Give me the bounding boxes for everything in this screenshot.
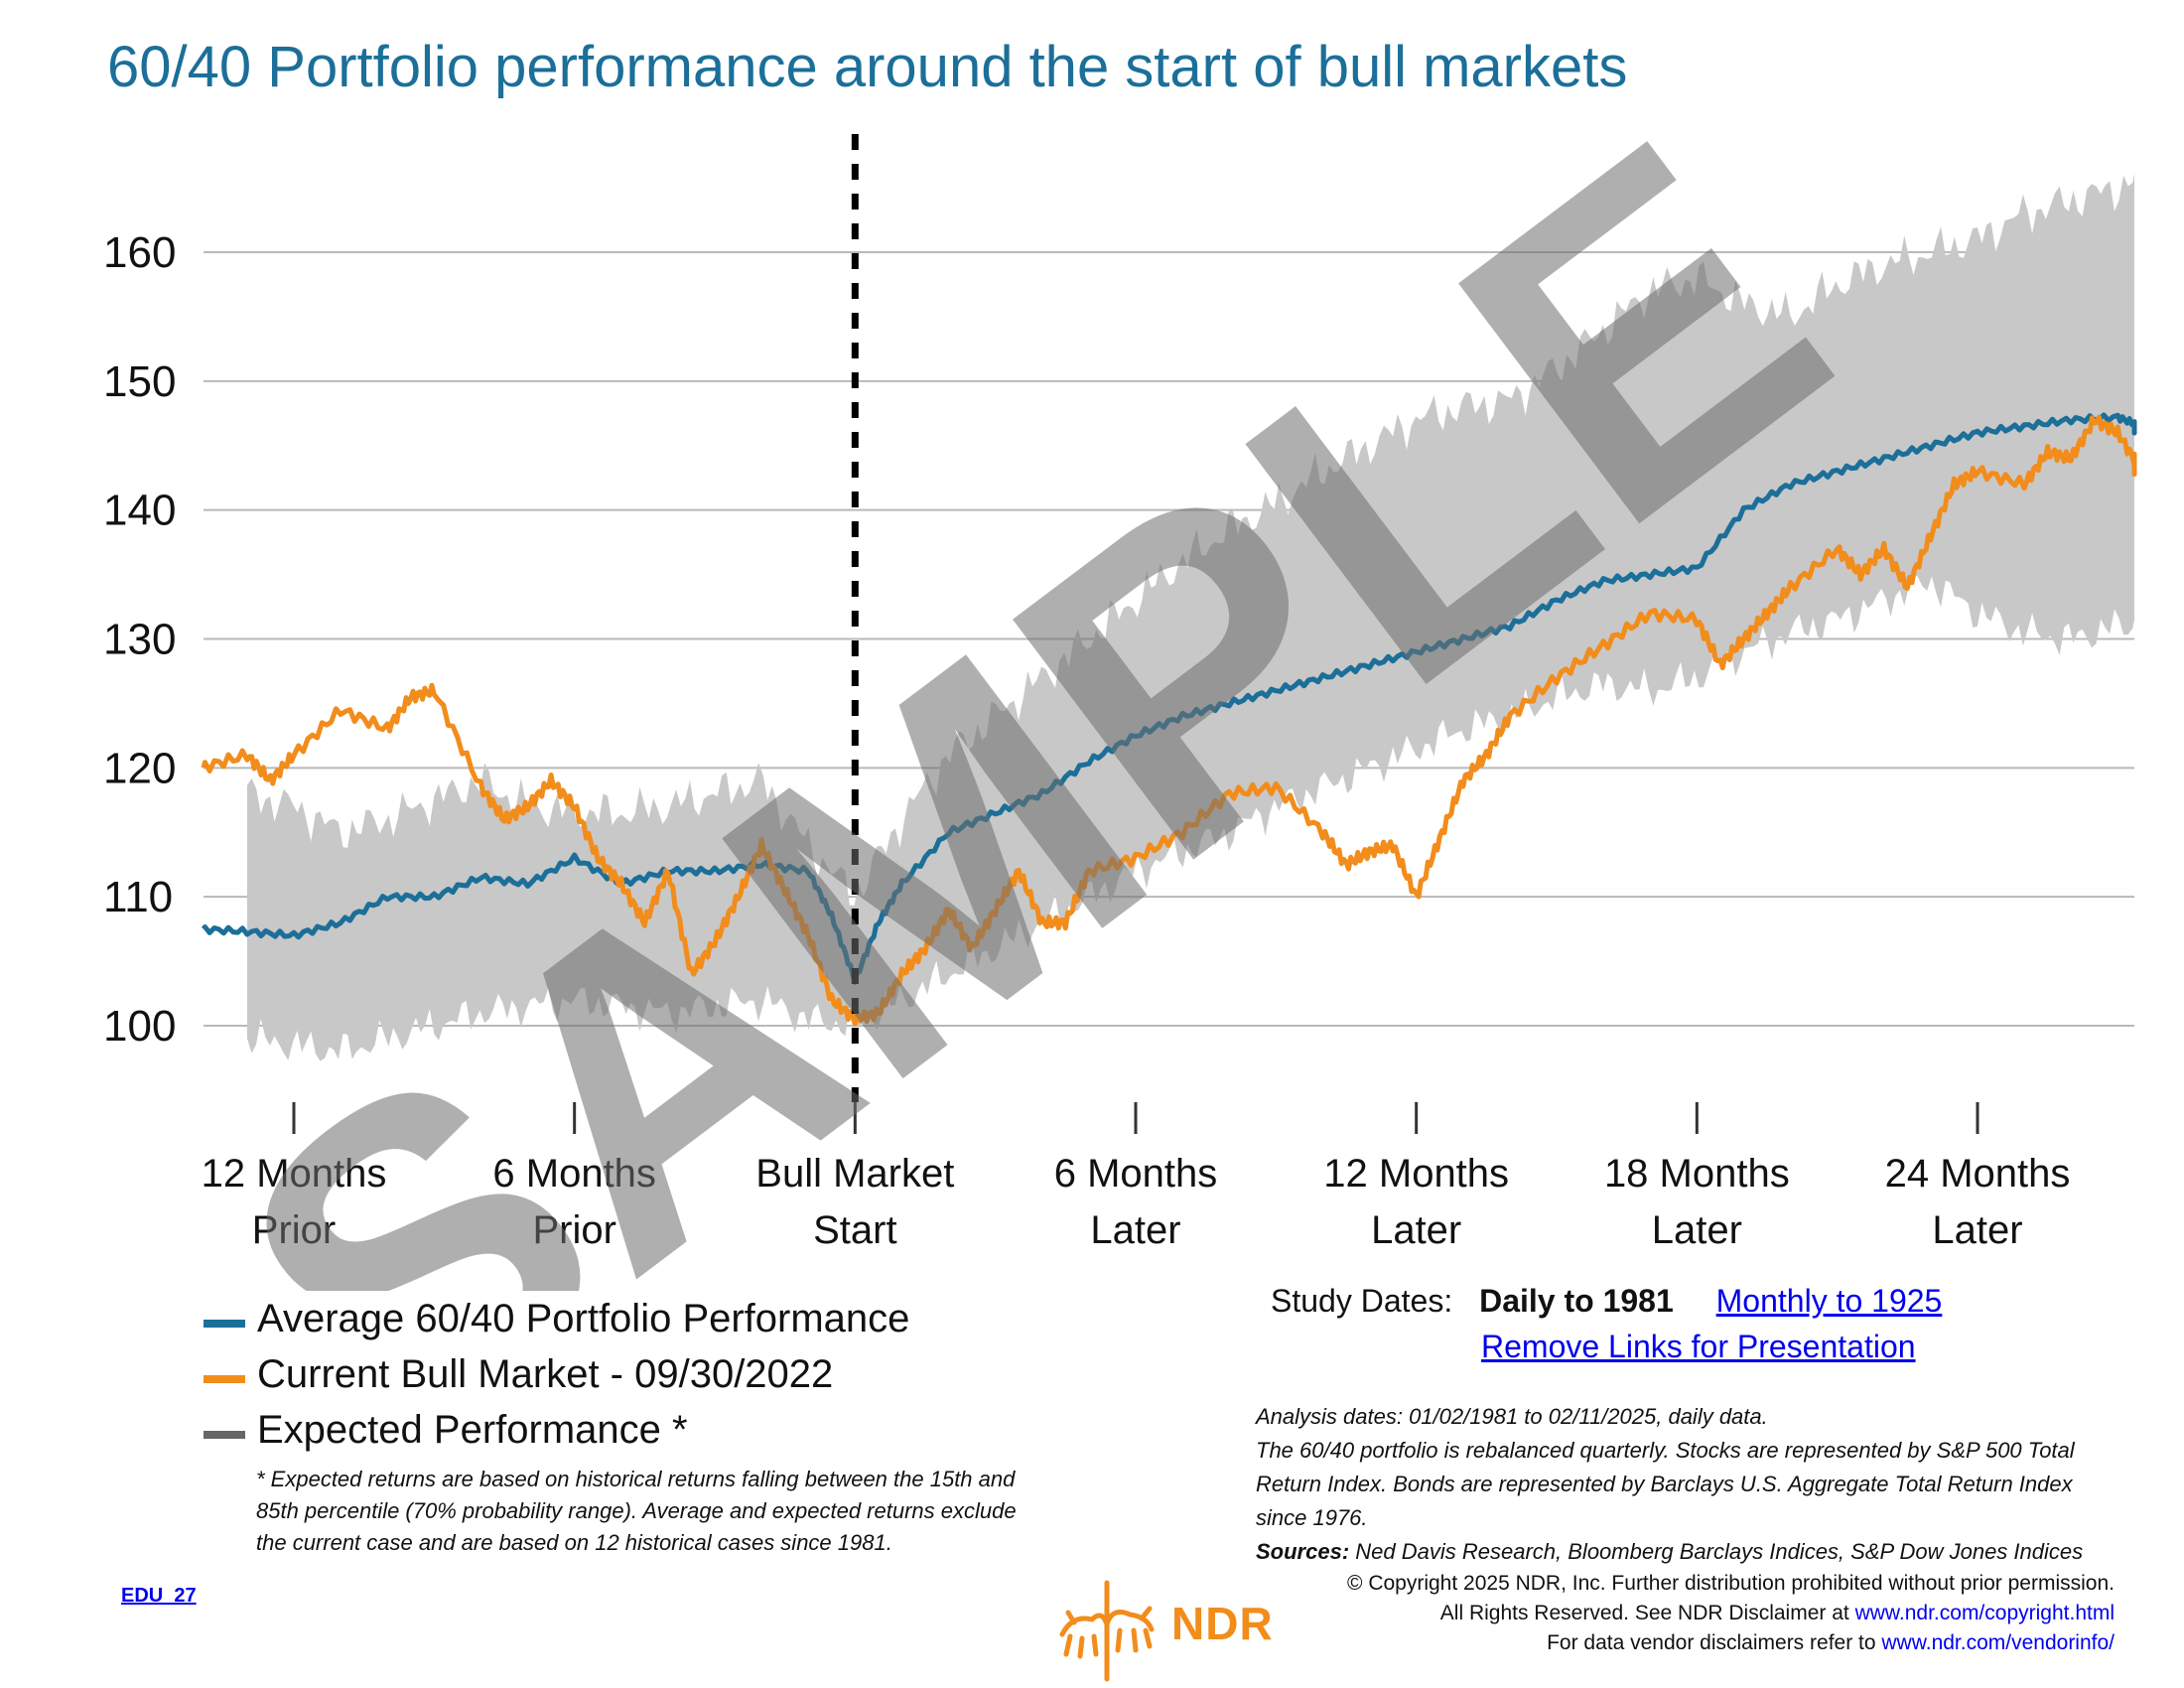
- x-tick-label-2-line2: Start: [813, 1208, 896, 1252]
- vendor-line: For data vendor disclaimers refer to www…: [1347, 1628, 2115, 1658]
- x-tick-label-2-line1: Bull Market: [755, 1152, 954, 1196]
- x-tick-label-4-line1: 12 Months: [1323, 1152, 1509, 1196]
- y-tick-label-140: 140: [103, 487, 176, 535]
- series-lines: [201, 412, 2137, 1027]
- legend-item-current: Current Bull Market - 09/30/2022: [204, 1346, 909, 1402]
- bull-bear-logo-icon: [1059, 1580, 1155, 1682]
- legend: Average 60/40 Portfolio Performance Curr…: [204, 1291, 909, 1458]
- x-tick-label-5-line1: 18 Months: [1604, 1152, 1790, 1196]
- chart: 100 110 120 130 140 150 160 12 Months Prior 6 Mo…: [103, 51, 2137, 1291]
- copyright-link[interactable]: www.ndr.com/copyright.html: [1854, 1602, 2115, 1624]
- y-axis: 100 110 120 130 140 150 160: [103, 228, 176, 1051]
- y-tick-label-150: 150: [103, 357, 176, 406]
- ndr-logo-text: NDR: [1171, 1598, 1274, 1649]
- y-tick-label-100: 100: [103, 1002, 176, 1051]
- x-tick-label-5-line2: Later: [1652, 1208, 1742, 1252]
- chart-code-link[interactable]: EDU_27: [121, 1585, 197, 1607]
- analysis-notes: Analysis dates: 01/02/1981 to 02/11/2025…: [1256, 1400, 2119, 1569]
- x-axis: 12 Months Prior 6 Months Prior Bull Market St…: [202, 1102, 2071, 1252]
- study-dates: Study Dates: Daily to 1981 Monthly to 19…: [1271, 1283, 1942, 1320]
- y-tick-label-110: 110: [103, 873, 173, 921]
- chart-title: 60/40 Portfolio performance around the s…: [107, 35, 1628, 99]
- disclaimer-line: All Rights Reserved. See NDR Disclaimer …: [1347, 1599, 2115, 1628]
- x-tick-label-0-line1: 12 Months: [202, 1152, 387, 1196]
- x-tick-label-6-line2: Later: [1932, 1208, 2022, 1252]
- x-tick-label-1-line2: Prior: [532, 1208, 615, 1252]
- vendor-link[interactable]: www.ndr.com/vendorinfo/: [1881, 1631, 2115, 1654]
- average-portfolio-line: [201, 412, 2137, 985]
- footnote: * Expected returns are based on historic…: [256, 1467, 1017, 1555]
- copyright-block: © Copyright 2025 NDR, Inc. Further distr…: [1347, 1569, 2115, 1658]
- x-tick-label-1-line1: 6 Months: [492, 1152, 656, 1196]
- remove-links-link[interactable]: Remove Links for Presentation: [1481, 1329, 1916, 1364]
- legend-label-expected: Expected Performance *: [257, 1407, 688, 1452]
- legend-swatch-average: [204, 1320, 245, 1328]
- study-dates-label: Study Dates:: [1271, 1283, 1453, 1319]
- sources-label: Sources:: [1256, 1539, 1350, 1564]
- legend-item-average: Average 60/40 Portfolio Performance: [204, 1291, 909, 1346]
- disclaimer-prefix: All Rights Reserved. See NDR Disclaimer …: [1439, 1602, 1855, 1624]
- y-tick-label-130: 130: [103, 616, 176, 664]
- analysis-method: The 60/40 portfolio is rebalanced quarte…: [1256, 1438, 2075, 1530]
- legend-swatch-current: [204, 1375, 245, 1383]
- legend-swatch-expected: [204, 1431, 245, 1439]
- expected-performance-band: [246, 167, 2134, 1061]
- copyright-line: © Copyright 2025 NDR, Inc. Further distr…: [1347, 1572, 2115, 1595]
- legend-label-current: Current Bull Market - 09/30/2022: [257, 1351, 834, 1396]
- y-tick-label-160: 160: [103, 228, 176, 277]
- legend-label-average: Average 60/40 Portfolio Performance: [257, 1296, 910, 1340]
- current-bull-market-line: [201, 414, 2137, 1027]
- analysis-dates: Analysis dates: 01/02/1981 to 02/11/2025…: [1256, 1404, 1768, 1429]
- vendor-prefix: For data vendor disclaimers refer to: [1547, 1631, 1882, 1654]
- x-tick-label-0-line2: Prior: [252, 1208, 336, 1252]
- monthly-link[interactable]: Monthly to 1925: [1715, 1283, 1943, 1319]
- sources-text: Ned Davis Research, Bloomberg Barclays I…: [1355, 1539, 2084, 1564]
- y-tick-label-120: 120: [103, 744, 176, 792]
- study-dates-current: Daily to 1981: [1479, 1283, 1674, 1319]
- x-tick-label-6-line1: 24 Months: [1885, 1152, 2071, 1196]
- x-tick-label-4-line2: Later: [1371, 1208, 1461, 1252]
- legend-item-expected: Expected Performance *: [204, 1402, 909, 1458]
- analysis-sources: Sources: Ned Davis Research, Bloomberg B…: [1256, 1535, 2119, 1569]
- expected-band-group: [246, 167, 2134, 1061]
- x-tick-label-3-line2: Later: [1090, 1208, 1180, 1252]
- x-tick-label-3-line1: 6 Months: [1054, 1152, 1218, 1196]
